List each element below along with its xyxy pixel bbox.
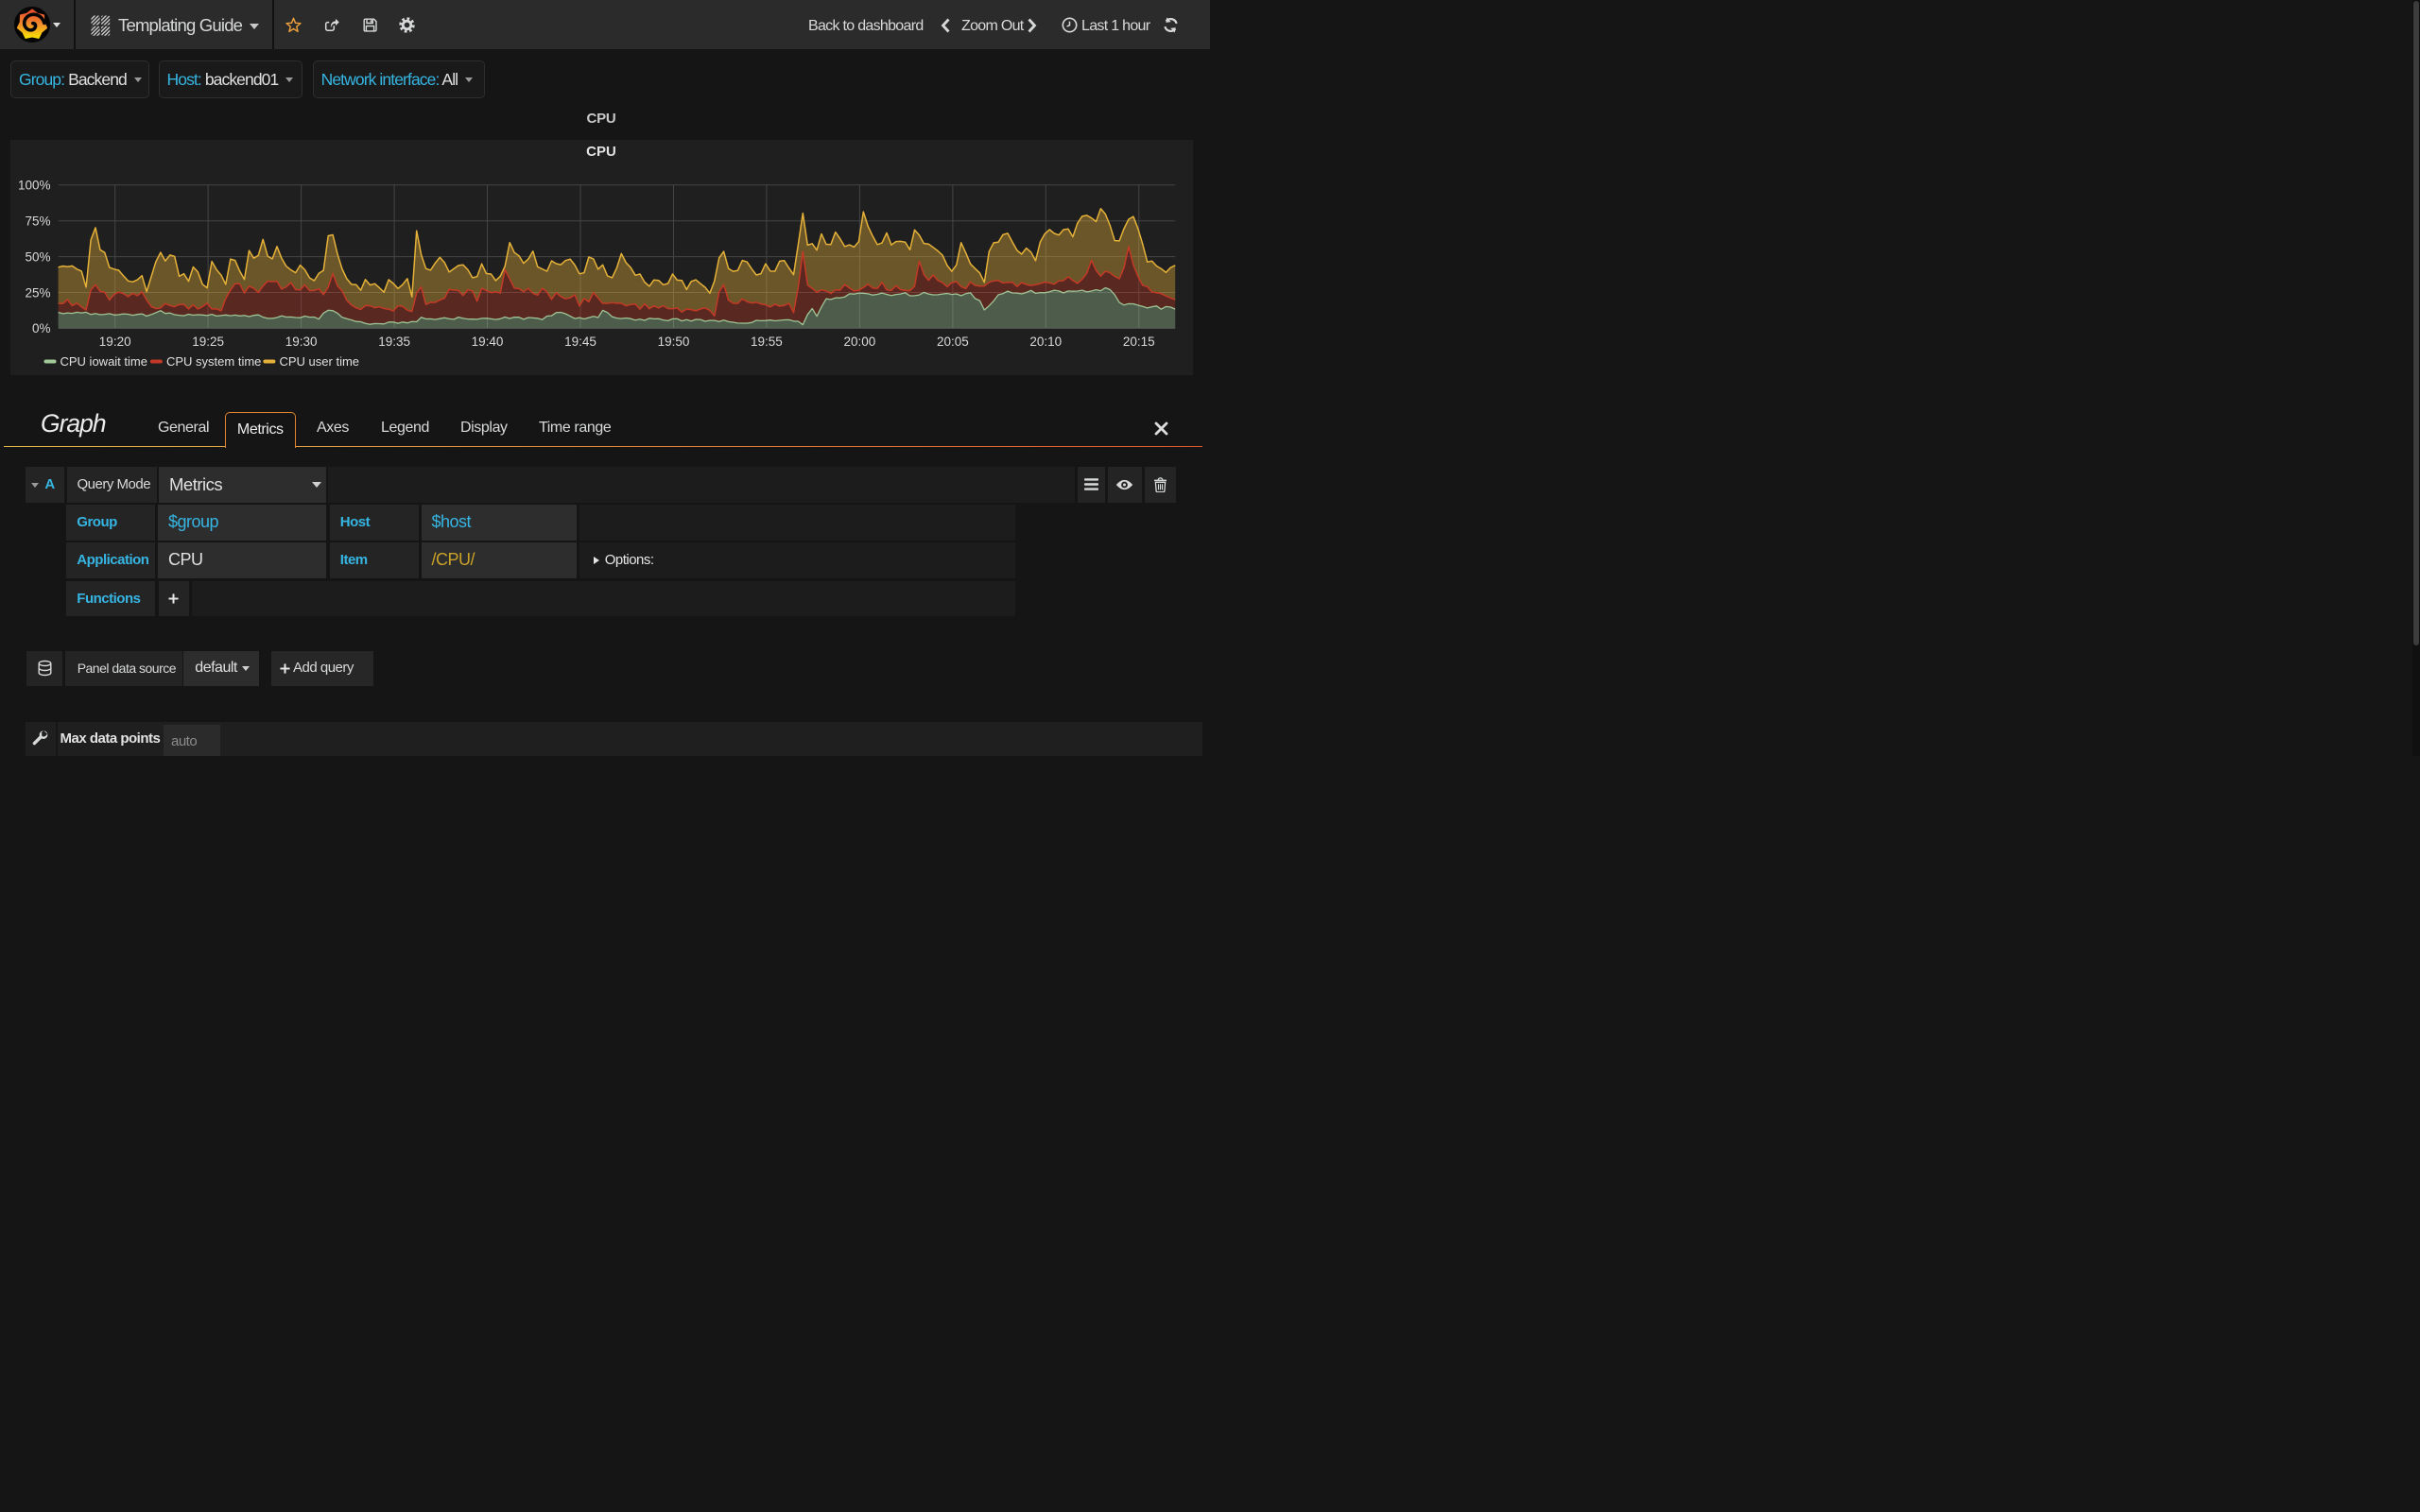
- svg-text:19:25: 19:25: [192, 335, 224, 349]
- svg-text:20:00: 20:00: [843, 335, 875, 349]
- svg-text:25%: 25%: [25, 285, 50, 300]
- svg-text:19:30: 19:30: [285, 335, 317, 349]
- svg-text:20:05: 20:05: [937, 335, 969, 349]
- svg-text:CPU iowait time: CPU iowait time: [60, 354, 147, 369]
- svg-text:100%: 100%: [18, 178, 51, 192]
- svg-text:19:55: 19:55: [751, 335, 783, 349]
- svg-text:19:50: 19:50: [657, 335, 689, 349]
- svg-text:50%: 50%: [25, 249, 50, 264]
- svg-text:19:40: 19:40: [471, 335, 503, 349]
- svg-text:19:35: 19:35: [378, 335, 410, 349]
- svg-text:CPU: CPU: [586, 144, 616, 160]
- svg-text:20:15: 20:15: [1123, 335, 1155, 349]
- svg-text:19:45: 19:45: [564, 335, 596, 349]
- svg-text:20:10: 20:10: [1029, 335, 1062, 349]
- svg-text:0%: 0%: [32, 321, 51, 335]
- svg-text:75%: 75%: [25, 214, 50, 228]
- svg-text:CPU system time: CPU system time: [166, 354, 261, 369]
- svg-text:19:20: 19:20: [99, 335, 131, 349]
- svg-text:CPU user time: CPU user time: [279, 354, 359, 369]
